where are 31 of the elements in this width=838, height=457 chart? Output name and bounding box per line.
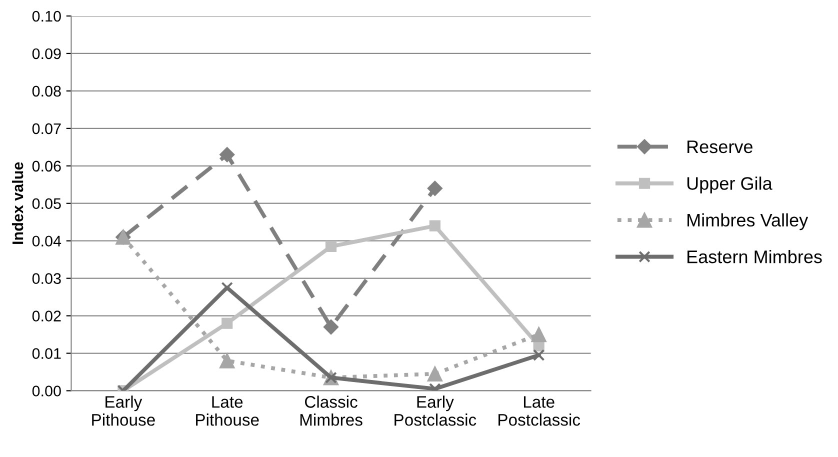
y-tick-label: 0.10	[32, 10, 61, 22]
y-tick-label: 0.06	[32, 160, 61, 172]
point	[325, 240, 337, 252]
y-tick-label: 0.04	[32, 236, 62, 247]
point	[219, 353, 235, 368]
y-tick-label: 0.00	[32, 386, 61, 396]
y-tick-label: 0.05	[32, 198, 61, 210]
point	[531, 326, 546, 342]
legend-label: Reserve	[688, 140, 752, 154]
x-tick-label: Early Postclassic	[394, 396, 476, 426]
y-tick-label: 0.01	[32, 348, 61, 359]
point	[222, 318, 233, 329]
point	[427, 180, 442, 196]
x-tick-label: Classic Mimbres	[300, 396, 362, 426]
legend-label: Mimbres Valley	[688, 213, 808, 230]
y-tick-label: 0.07	[32, 123, 61, 134]
point	[220, 147, 235, 162]
point	[532, 349, 545, 362]
y-tick-label: 0.02	[32, 310, 61, 322]
x-tick-label: Late Postclassic	[498, 396, 580, 426]
y-axis-title: Index value	[12, 162, 24, 244]
point	[429, 220, 440, 232]
x-tick-label: Early Pithouse	[92, 396, 155, 426]
legend-label: Upper Gila	[687, 176, 772, 194]
point	[427, 366, 443, 382]
legend-label: Eastern Mimbres	[688, 250, 822, 264]
point	[323, 319, 339, 335]
x-tick-label: Late Pithouse	[196, 396, 259, 426]
y-tick-label: 0.03	[32, 273, 61, 284]
y-tick-label: 0.08	[32, 86, 61, 97]
y-tick-label: 0.09	[32, 48, 61, 60]
